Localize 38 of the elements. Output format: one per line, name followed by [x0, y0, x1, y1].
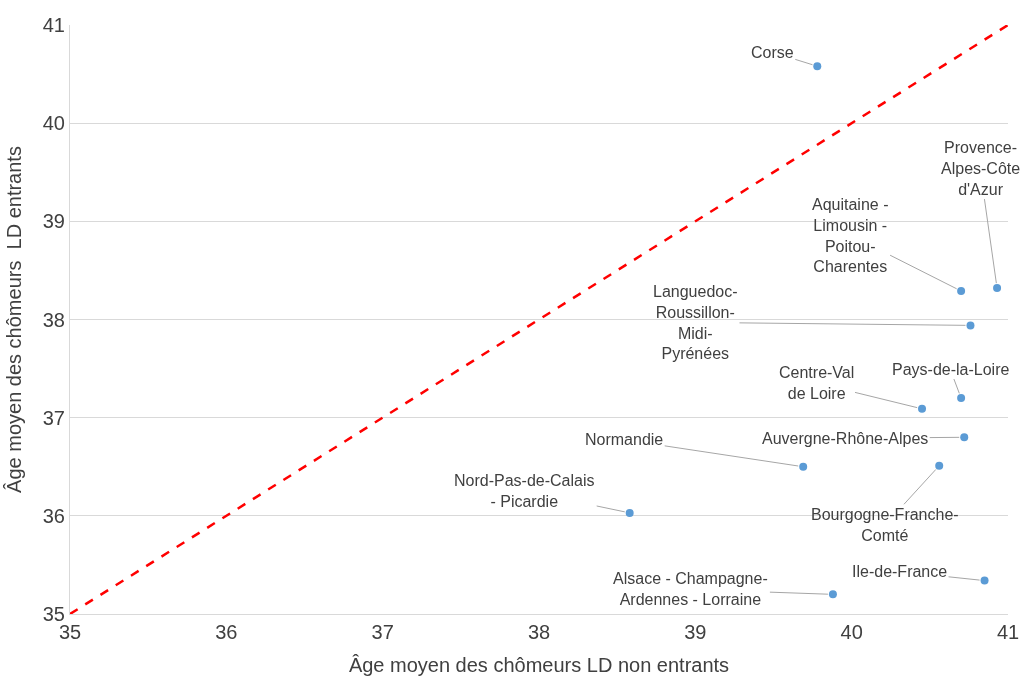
- annotation: Bourgogne-Franche- Comté: [811, 506, 959, 544]
- x-tick-label: 36: [215, 621, 238, 643]
- annotation: Alsace - Champagne- Ardennes - Lorraine: [613, 570, 768, 608]
- point: [960, 433, 969, 442]
- annotation: Nord-Pas-de-Calais - Picardie: [454, 472, 595, 510]
- x-tick-label: 40: [840, 621, 863, 643]
- point: [957, 394, 966, 403]
- y-tick-label: 38: [42, 308, 65, 331]
- y-tick-label: 39: [42, 210, 65, 233]
- x-tick-label: 41: [996, 621, 1020, 643]
- y-tick-label: 41: [42, 14, 65, 36]
- point: [625, 508, 634, 517]
- x-axis-title: Âge moyen des chômeurs LD non entrants: [348, 653, 730, 676]
- annotation: Corse: [751, 44, 794, 61]
- point: [993, 284, 1002, 293]
- x-tick-label: 37: [371, 621, 394, 643]
- point: [966, 321, 975, 330]
- x-tick-label: 39: [684, 621, 707, 643]
- point: [935, 461, 944, 470]
- y-tick-label: 36: [42, 504, 65, 527]
- annotation: Provence- Alpes-Côte d'Azur: [941, 139, 1021, 198]
- annotation: Auvergne-Rhône-Alpes: [762, 430, 929, 447]
- y-tick-label: 37: [42, 406, 65, 429]
- y-axis-title: Âge moyen des chômeurs LD entrants: [3, 146, 26, 493]
- x-tick-label: 38: [527, 621, 551, 643]
- annotation: Languedoc- Roussillon- Midi- Pyrénées: [653, 283, 738, 363]
- y-tick-label: 40: [42, 112, 65, 135]
- point: [957, 287, 966, 296]
- annotation: Aquitaine - Limousin - Poitou- Charentes: [812, 196, 889, 276]
- annotation: Centre-Val de Loire: [779, 364, 855, 402]
- annotation: Ile-de-France: [852, 563, 948, 580]
- point: [799, 462, 808, 471]
- point: [813, 62, 822, 71]
- point: [828, 590, 837, 599]
- point: [980, 576, 989, 585]
- point: [918, 404, 927, 413]
- annotation: Normandie: [585, 431, 664, 448]
- annotation: Pays-de-la-Loire: [892, 361, 1010, 378]
